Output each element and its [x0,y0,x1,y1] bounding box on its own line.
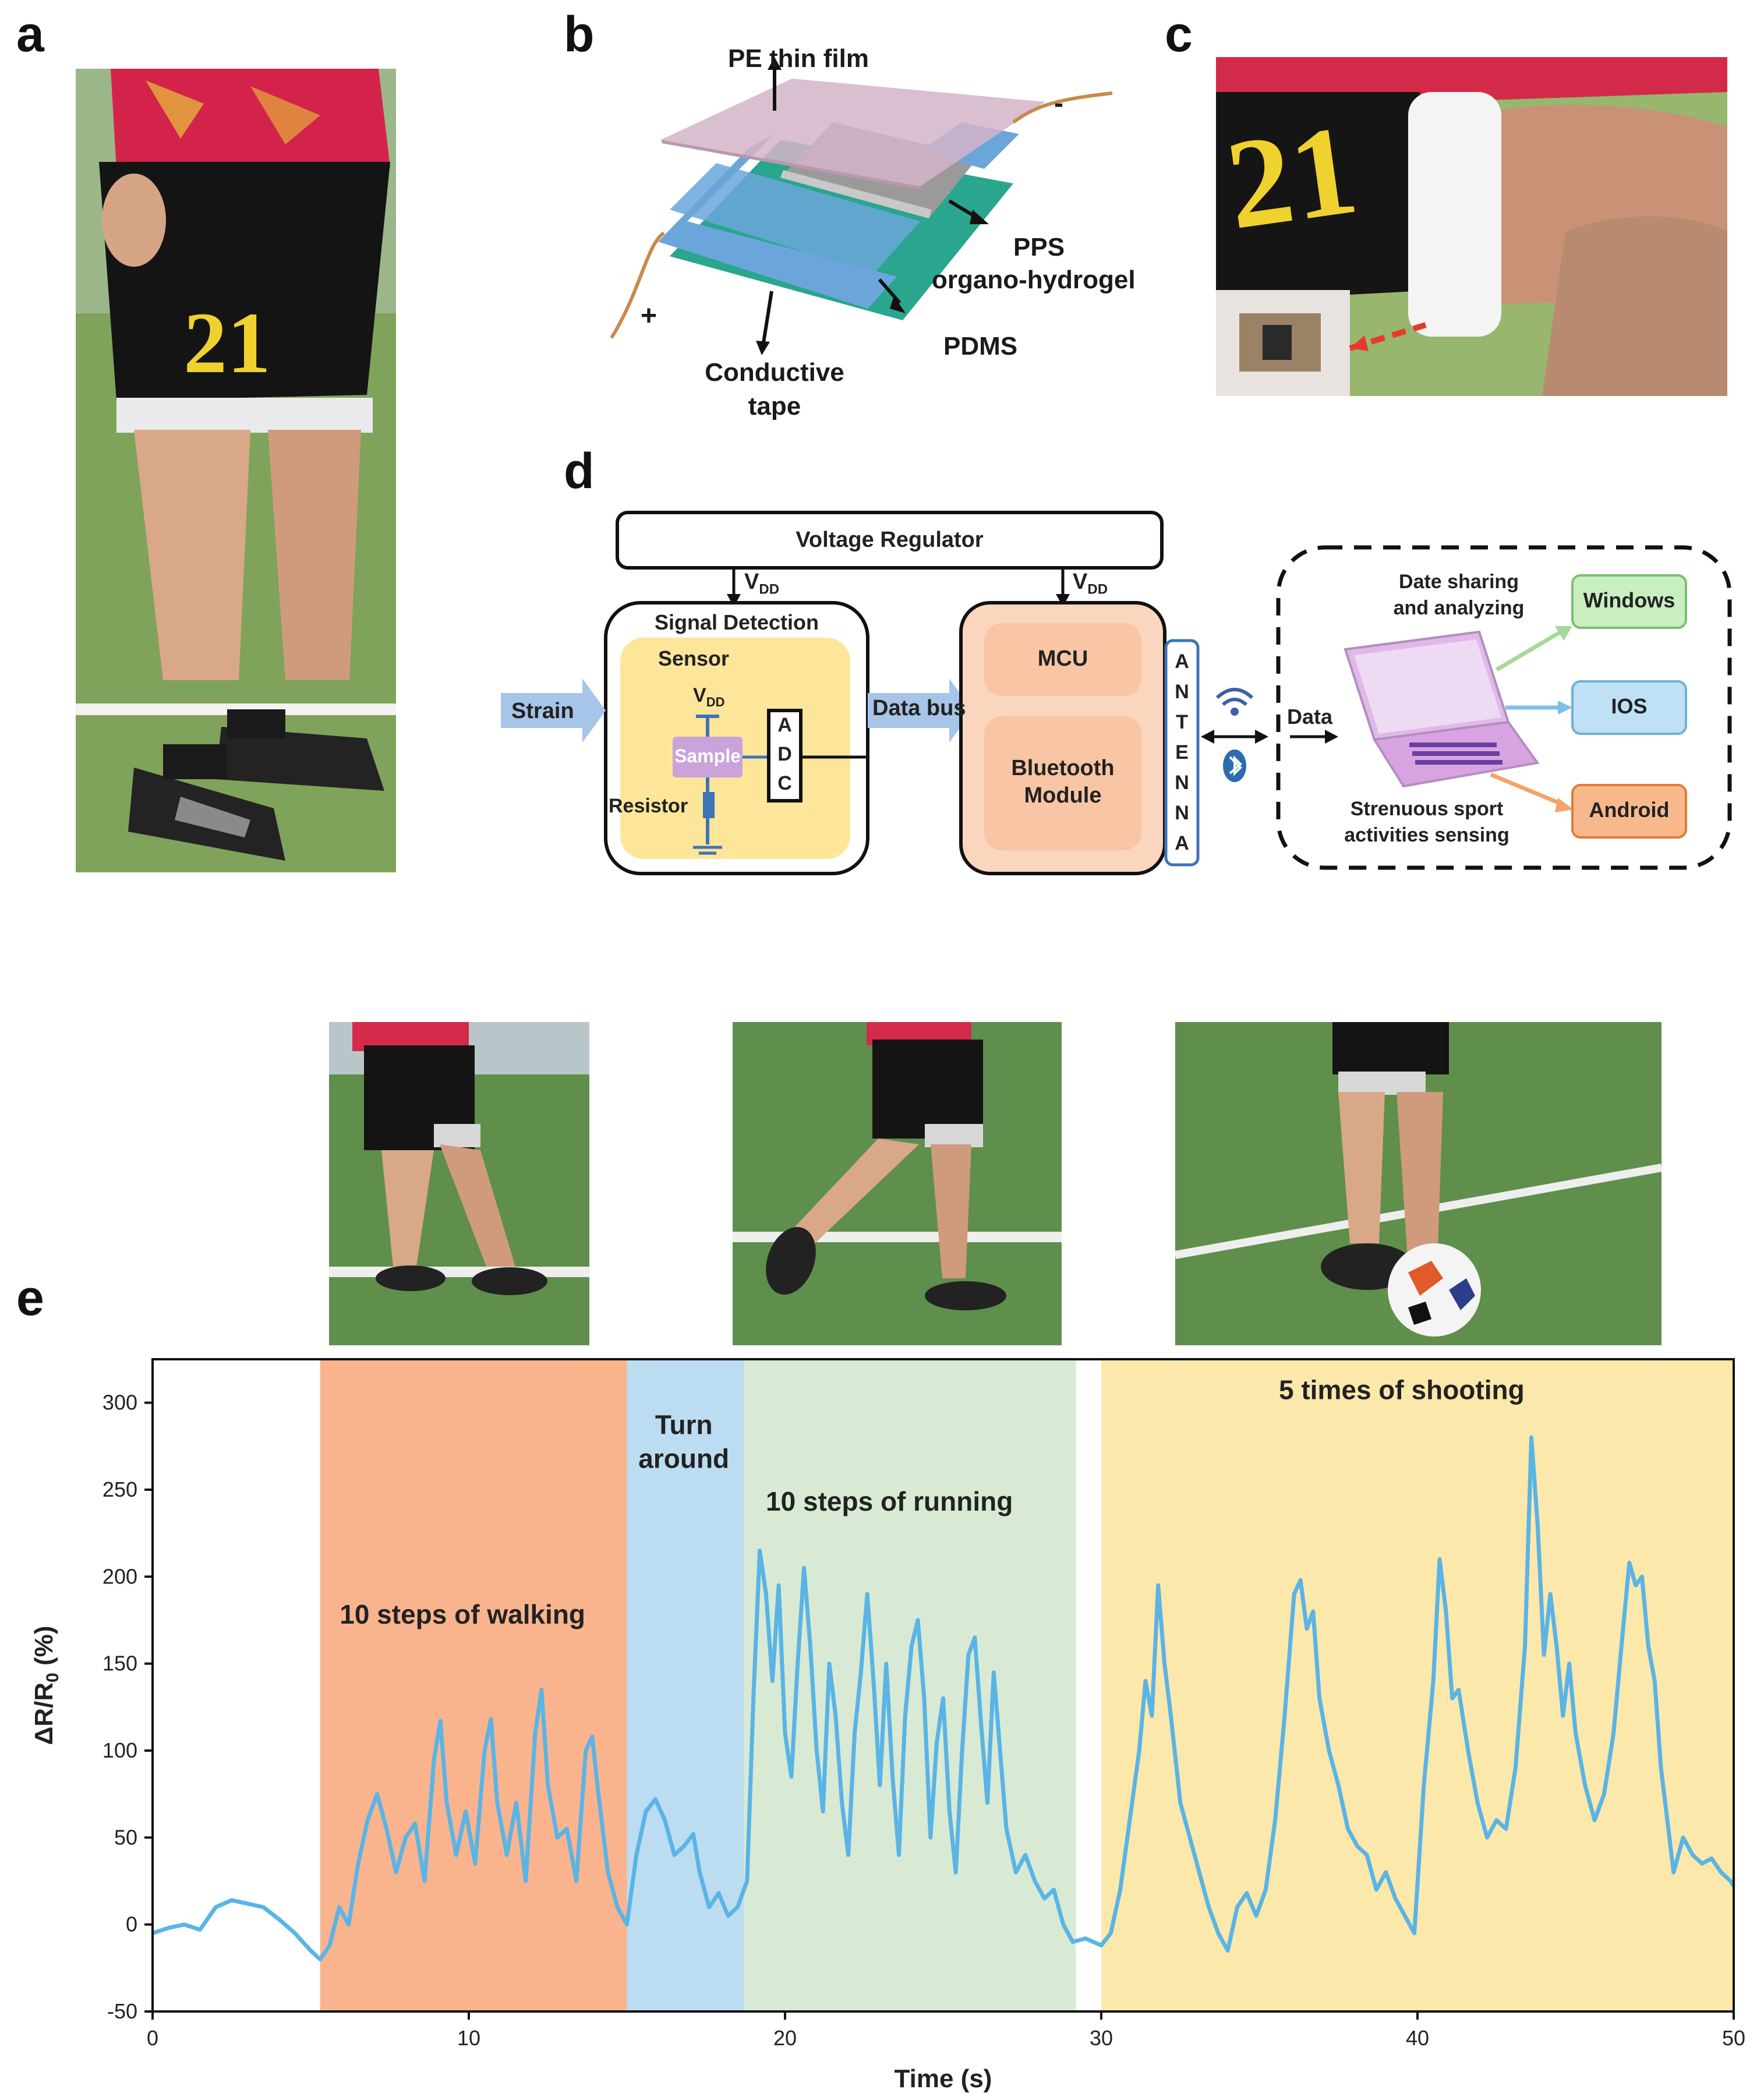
x-tick-label-2: 20 [773,2026,797,2050]
region-label-3-0: 5 times of shooting [1279,1375,1525,1405]
panel-label-b: b [564,6,595,62]
android-box [1571,784,1687,839]
data-label: Data [1287,705,1333,729]
photo-running [733,1022,1062,1345]
adc-label-c: C [777,772,792,794]
label-tape: tape [748,392,801,420]
panel-label-a: a [16,6,44,62]
bluetooth-label-1: Bluetooth [1011,756,1115,780]
region-label-1-0: Turn [655,1409,713,1440]
adc-label-a: A [777,714,792,736]
y-tick-label-6: 250 [102,1477,137,1501]
antenna-letters: A N T E N N A [1175,650,1189,854]
jersey-number-c: 21 [1218,97,1365,257]
region-label-0-0: 10 steps of walking [340,1599,585,1629]
sensor-label: Sensor [658,646,730,670]
label-pps: PPS [1013,233,1065,261]
x-tick-label-0: 0 [147,2026,158,2050]
mcu-label: MCU [1037,646,1088,671]
windows-box [1571,574,1687,629]
voltage-regulator-box [616,511,1164,570]
ios-label: IOS [1611,694,1648,718]
x-tick-label-1: 10 [457,2026,480,2050]
label-pdms: PDMS [943,332,1018,360]
platform-dashed-box [1276,545,1732,870]
bluetooth-label-2: Module [1024,783,1102,808]
label-minus: - [1054,88,1063,119]
pe-film-layer [661,79,1045,186]
region-0 [320,1359,627,2011]
y-tick-label-0: -50 [107,1999,137,2023]
x-tick-label-5: 50 [1722,2026,1745,2050]
windows-label: Windows [1583,588,1675,612]
x-axis-label: Time (s) [895,2064,992,2093]
jersey-number-a: 21 [183,295,271,391]
ios-box [1571,680,1687,735]
strain-response-chart: 10 steps of walking Turn around 10 steps of… [0,1339,1757,2097]
vdd-label-sensor: VDD [693,684,725,709]
voltage-regulator-label: Voltage Regulator [796,528,984,552]
photo-leg-standing: 21 [76,69,396,872]
sample-label: Sample [674,745,741,766]
panel-label-d: d [564,443,595,499]
android-label: Android [1589,798,1670,822]
y-tick-label-2: 50 [114,1825,137,1849]
y-tick-label-3: 100 [102,1738,137,1762]
label-plus: + [641,300,657,331]
panel-label-c: c [1165,6,1193,62]
layer-diagram: PE thin film PPS organo-hydrogel PDMS Co… [606,35,1153,443]
plot-frame [151,1358,1735,2013]
strenuous-line1: Strenuous sport [1350,798,1504,820]
y-tick-label-1: 0 [126,1912,137,1936]
adc-label-d: D [777,743,792,765]
photo-knee-sensor: 21 [1216,57,1727,396]
system-block-diagram: Voltage Regulator VDD VDD Signal Detecti… [489,507,1747,885]
data-bus-label: Data bus [872,696,966,720]
date-sharing-line1: Date sharing [1399,571,1519,593]
y-tick-label-5: 200 [102,1564,137,1588]
y-tick-label-4: 150 [102,1652,137,1675]
tape-left [658,221,897,309]
y-axis-label: ΔR/R0 (%) [30,1626,62,1745]
photo-walking [329,1022,589,1345]
vdd-label-1: VDD [744,570,780,598]
x-tick-label-3: 30 [1090,2026,1113,2050]
label-conductive: Conductive [705,358,844,387]
photo-shooting [1175,1022,1661,1345]
label-pe-film: PE thin film [728,44,869,73]
region-label-2-0: 10 steps of running [766,1486,1013,1516]
series-line [151,1435,1736,1961]
date-sharing-line2: and analyzing [1393,597,1525,619]
vdd-label-2: VDD [1073,570,1108,598]
strenuous-line2: activities sensing [1344,824,1509,846]
panel-label-e: e [16,1270,44,1326]
label-organo-hydrogel: organo-hydrogel [932,266,1136,294]
y-tick-label-7: 300 [102,1391,137,1415]
signal-detection-label: Signal Detection [654,610,819,634]
region-label-1-1: around [638,1443,729,1473]
resistor-label: Resistor [609,795,688,817]
x-tick-label-4: 40 [1406,2026,1429,2050]
strain-label: Strain [511,699,574,723]
